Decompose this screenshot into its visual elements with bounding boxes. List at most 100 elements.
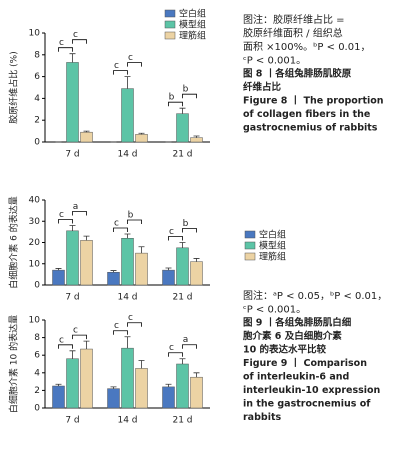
significance-label: c: [114, 321, 119, 331]
error-bar: [124, 233, 131, 239]
y-axis-label: 白细胞介素 6 的表达量: [8, 196, 20, 288]
significance-label: c: [128, 313, 133, 323]
error-bar: [83, 340, 90, 350]
significance-bracket: [72, 334, 87, 340]
significance-bracket: [182, 93, 197, 99]
significance-bracket: [58, 47, 73, 52]
bar: [121, 88, 134, 143]
caption-title-cn: 图 8 丨各组兔腓肠肌胶原: [243, 68, 352, 80]
significance-label: c: [114, 219, 119, 229]
caption-note: 图注：ᵃP < 0.05，ᵇP < 0.01，: [243, 289, 387, 302]
legend-swatch: [164, 31, 176, 40]
significance-bracket: [182, 344, 197, 349]
y-tick-label: 2: [34, 386, 40, 396]
legend-label: 模型组: [259, 240, 286, 252]
significance-bracket: [168, 236, 183, 241]
error-bar: [55, 383, 62, 386]
bar: [176, 363, 189, 409]
y-tick-label: 4: [34, 368, 40, 378]
y-tick-label: 2: [34, 116, 40, 126]
y-tick-label: 8: [34, 50, 40, 60]
significance-bracket: [72, 39, 87, 44]
legend-label: 空白组: [259, 229, 286, 241]
error-bar: [165, 383, 172, 387]
bar: [190, 376, 203, 409]
legend-swatch: [244, 252, 256, 261]
caption-title-en: interleukin-10 expression: [243, 385, 381, 396]
y-axis-label: 白细胞介素 10 的表达量: [8, 315, 20, 413]
significance-bracket: [182, 228, 197, 233]
bar: [80, 240, 93, 286]
significance-bracket: [72, 211, 87, 216]
error-bar: [138, 360, 145, 369]
y-tick-label: 4: [34, 94, 40, 104]
bar: [162, 386, 175, 409]
y-tick-label: 30: [29, 217, 41, 227]
caption-title-en: Figure 9 丨 Comparison: [243, 358, 367, 369]
bar: [107, 272, 120, 286]
x-tick-label: 21 d: [172, 416, 192, 426]
caption-title-cn: 10 的表达水平比较: [243, 344, 327, 356]
error-bar: [193, 372, 200, 378]
bar: [52, 385, 65, 409]
significance-label: c: [114, 61, 119, 71]
x-tick-label: 14 d: [117, 416, 137, 426]
bar: [66, 358, 79, 409]
error-bar: [110, 270, 117, 273]
significance-label: c: [73, 30, 78, 40]
y-tick-label: 10: [29, 316, 41, 326]
error-bar: [138, 246, 145, 254]
legend-label: 空白组: [179, 8, 206, 20]
bar: [107, 388, 120, 409]
y-tick-label: 10: [29, 29, 41, 39]
significance-label: b: [183, 85, 189, 95]
bar: [121, 347, 134, 409]
error-bar: [179, 242, 186, 248]
error-bar: [69, 350, 76, 359]
legend-label: 理筋组: [179, 30, 206, 42]
caption-title-en: rabbits: [243, 412, 281, 423]
legend-swatch: [164, 20, 176, 29]
caption-note: 面积 ×100%。ᵇP < 0.01，: [243, 41, 370, 53]
significance-label: c: [128, 53, 133, 63]
caption-note: 图注：胶原纤维占比 =: [243, 13, 345, 26]
bar: [135, 134, 148, 143]
y-tick-label: 20: [29, 238, 41, 248]
bar: [135, 252, 148, 286]
significance-label: c: [169, 227, 174, 237]
error-bar: [83, 130, 90, 133]
significance-label: a: [73, 202, 79, 212]
y-axis-label: 胶原纤维占比 (%): [8, 51, 20, 123]
bar: [176, 247, 189, 286]
bar: [190, 261, 203, 286]
legend-label: 模型组: [179, 19, 206, 31]
error-bar: [69, 225, 76, 231]
significance-label: c: [169, 343, 174, 353]
significance-label: b: [128, 211, 134, 221]
significance-bracket: [127, 62, 142, 67]
caption-note: 胶原纤维面积 / 组织总: [243, 27, 343, 40]
error-bar: [193, 258, 200, 262]
significance-bracket: [58, 344, 73, 349]
caption-title-en: in the gastrocnemius of: [243, 399, 371, 410]
significance-bracket: [168, 101, 183, 107]
significance-label: c: [59, 38, 64, 48]
significance-label: b: [169, 93, 175, 103]
legend-swatch: [244, 241, 256, 250]
x-tick-label: 7 d: [65, 150, 79, 160]
x-tick-label: 21 d: [172, 293, 192, 303]
error-bar: [83, 235, 90, 241]
x-tick-label: 7 d: [65, 416, 79, 426]
bar: [135, 368, 148, 409]
y-tick-label: 0: [34, 404, 40, 414]
bar: [80, 348, 93, 409]
significance-label: c: [59, 335, 64, 345]
x-tick-label: 14 d: [117, 293, 137, 303]
significance-label: c: [73, 326, 78, 336]
caption-title-cn: 图 9 丨各组兔腓肠肌白细: [243, 317, 352, 329]
bar: [176, 113, 189, 143]
caption-title-en: of interleukin-6 and: [243, 372, 349, 383]
caption-note: ᶜP < 0.001。: [243, 305, 306, 316]
significance-bracket: [168, 352, 183, 357]
